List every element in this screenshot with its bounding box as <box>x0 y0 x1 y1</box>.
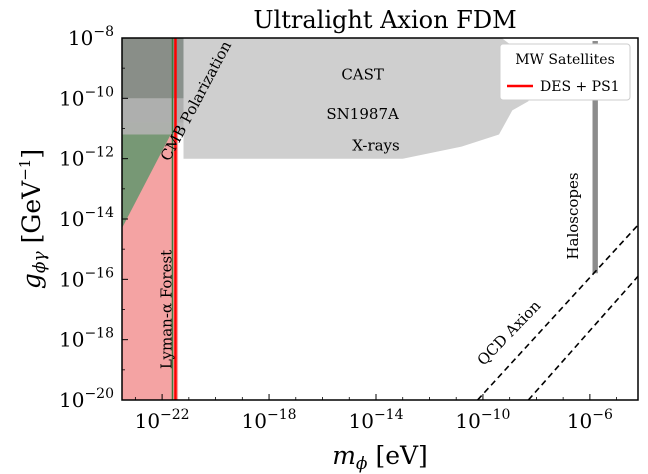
qcd-band <box>476 224 638 400</box>
y-tick-label: 10−16 <box>59 265 114 291</box>
y-axis-ticks: 10−8 10−10 10−12 10−14 10−16 10−18 10−20 <box>59 24 128 412</box>
qcd-axion-line-1 <box>476 224 638 400</box>
des-line-layer <box>171 38 177 400</box>
legend-entry-des: DES + PS1 <box>540 79 620 95</box>
label-sn1987a: SN1987A <box>326 105 399 123</box>
label-qcd-axion: QCD Axion <box>474 296 545 369</box>
y-axis-title: gϕγ [GeV−1] <box>16 149 50 289</box>
y-tick-label: 10−20 <box>59 386 114 412</box>
label-lyman-forest: Lyman-α Forest <box>157 250 175 369</box>
chart-title: Ultralight Axion FDM <box>253 6 516 34</box>
label-haloscopes: Haloscopes <box>564 172 582 259</box>
x-tick-label: 10−22 <box>135 407 190 433</box>
y-tick-label: 10−14 <box>59 205 114 231</box>
x-axis-title: mϕ [eV] <box>332 441 428 474</box>
region-x-rays <box>183 38 534 159</box>
y-tick-label: 10−18 <box>59 326 114 352</box>
x-tick-label: 10−10 <box>455 407 510 433</box>
y-tick-label: 10−8 <box>68 24 114 50</box>
x-tick-label: 10−18 <box>242 407 297 433</box>
legend: MW Satellites DES + PS1 <box>499 43 631 101</box>
legend-title: MW Satellites <box>515 52 615 68</box>
label-cast: CAST <box>341 66 384 84</box>
y-tick-label: 10−10 <box>59 84 114 110</box>
x-tick-label: 10−6 <box>567 407 613 433</box>
qcd-axion-line-2 <box>527 275 638 400</box>
x-axis-ticks: 10−22 10−18 10−14 10−10 10−6 <box>135 394 618 433</box>
regions-layer <box>122 38 598 400</box>
x-tick-label: 10−14 <box>348 407 403 433</box>
label-x-rays: X-rays <box>352 137 400 155</box>
y-tick-label: 10−12 <box>59 145 114 171</box>
